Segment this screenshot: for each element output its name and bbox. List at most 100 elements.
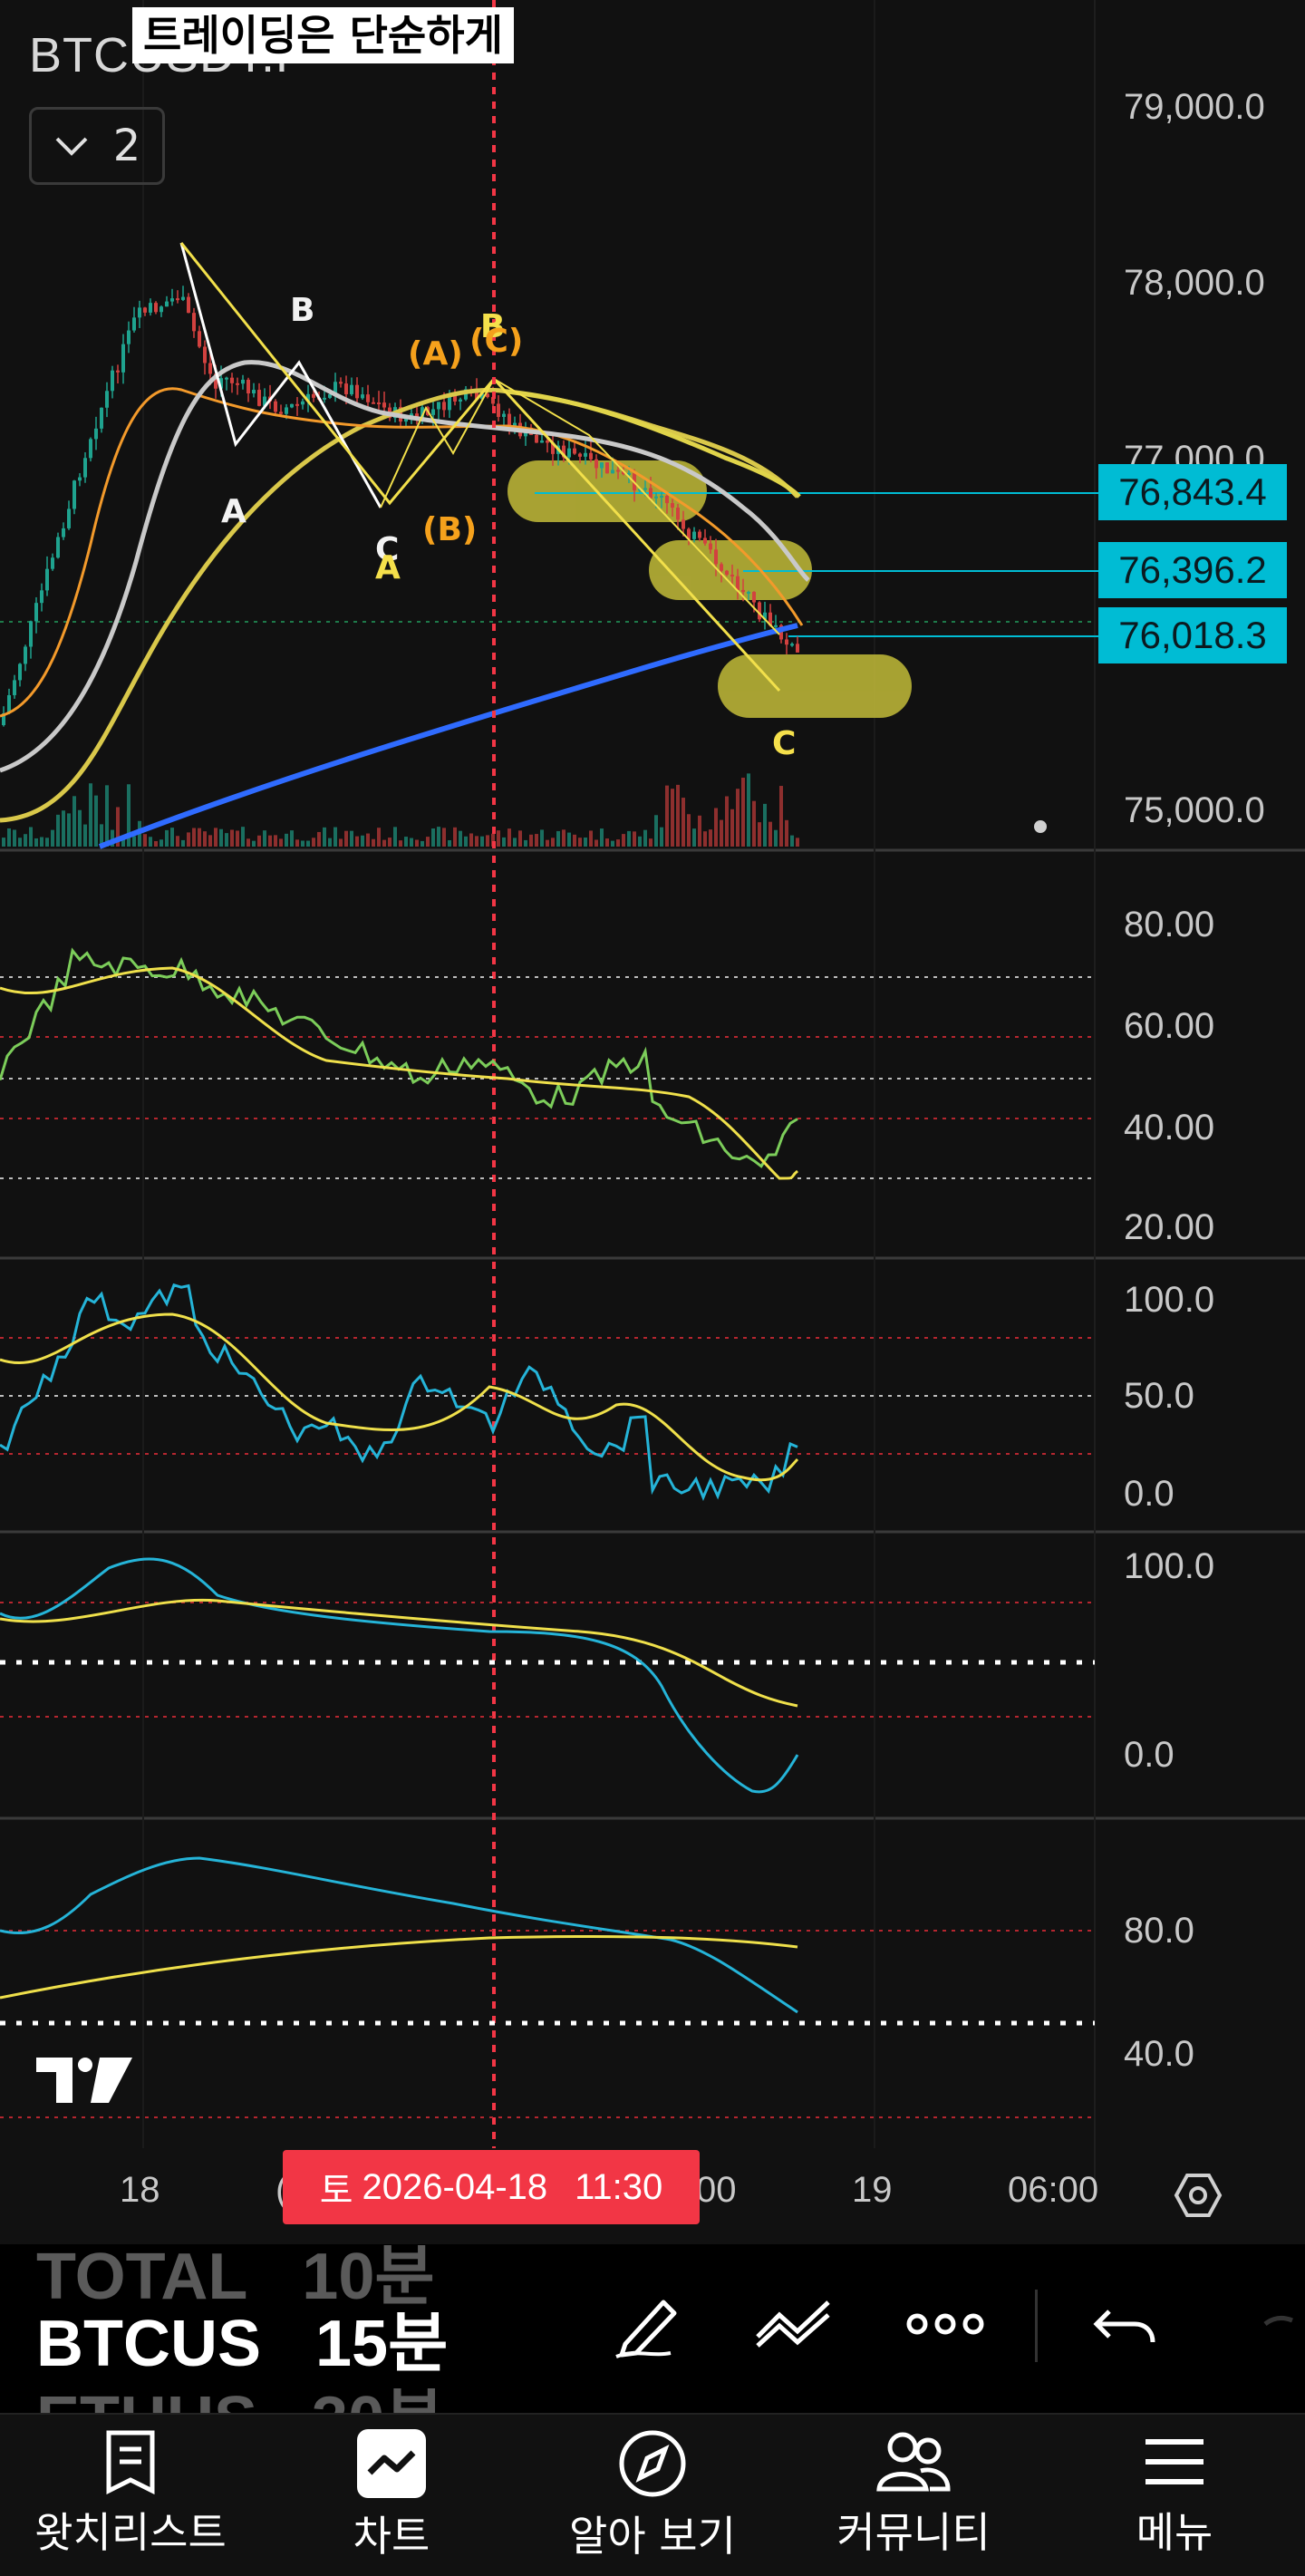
candle-body	[508, 413, 511, 429]
candle-body	[377, 402, 381, 405]
candle-body	[671, 503, 674, 508]
volume-bar	[404, 837, 408, 847]
price-tag[interactable]: 76,843.4	[1098, 464, 1287, 520]
redo-icon[interactable]	[1247, 2290, 1305, 2358]
volume-bar	[497, 830, 500, 847]
candle-body	[616, 470, 620, 472]
volume-bar	[181, 839, 185, 847]
volume-bar	[187, 832, 190, 847]
candle-body	[301, 401, 304, 405]
candle-body	[127, 330, 130, 344]
candle-body	[279, 412, 283, 414]
volume-bar	[790, 835, 794, 847]
rsi-tick: 80.00	[1124, 905, 1215, 944]
volume-bar	[573, 834, 576, 847]
volume-bar	[442, 828, 446, 847]
volume-bar	[654, 815, 658, 847]
candle-body	[274, 401, 277, 412]
indicators-toggle-button[interactable]: 2	[29, 107, 165, 185]
ma-blue	[98, 623, 798, 849]
stoch-tick: 0.0	[1124, 1474, 1174, 1514]
candle-body	[605, 462, 609, 474]
volume-bar	[132, 836, 136, 847]
candle-body	[2, 713, 5, 725]
volume-bar	[605, 838, 609, 847]
chart-canvas[interactable]	[0, 0, 1305, 2244]
wave-white	[179, 242, 382, 508]
candle-body	[758, 602, 761, 620]
volume-bar	[377, 828, 381, 847]
volume-bar	[703, 831, 707, 847]
volume-bar	[219, 828, 223, 847]
volume-bar	[420, 840, 424, 847]
candle-body	[116, 370, 120, 373]
candle-body	[94, 428, 98, 440]
symbol-option[interactable]: TOTAL 10분	[36, 2244, 435, 2313]
candle-body	[437, 402, 440, 410]
stoch-tick: 50.0	[1124, 1376, 1194, 1416]
volume-bar	[796, 838, 799, 847]
nav-community[interactable]: 커뮤니티	[796, 2429, 1031, 2560]
volume-bar	[415, 839, 419, 847]
cursor-day: 토	[319, 2171, 353, 2211]
volume-bar	[13, 829, 16, 847]
candle-body	[295, 403, 299, 406]
candle-body	[763, 612, 767, 620]
cursor-date: 2026-04-18	[362, 2166, 548, 2207]
price-tag[interactable]: 76,018.3	[1098, 607, 1287, 663]
crosshair-time-badge: 토 2026-04-18 11:30	[283, 2150, 700, 2224]
volume-bar	[524, 839, 527, 847]
symbol-option[interactable]: ETHUS30분	[36, 2366, 444, 2413]
nav-label: 알아 보기	[569, 2512, 736, 2561]
volume-bar	[779, 786, 783, 847]
compass-icon	[619, 2430, 686, 2497]
volume-bar	[89, 783, 92, 847]
volume-bar	[410, 838, 413, 847]
volume-bar	[486, 835, 489, 847]
nav-explore[interactable]: 알아 보기	[535, 2429, 770, 2563]
nav-watchlist[interactable]: 왓치리스트	[13, 2429, 248, 2560]
price-tag[interactable]: 76,396.2	[1098, 542, 1287, 598]
nav-menu[interactable]: 메뉴	[1057, 2429, 1292, 2560]
wave-label: C	[375, 531, 400, 568]
volume-bar	[121, 836, 125, 847]
volume-bar	[665, 785, 669, 847]
volume-bar	[475, 836, 478, 847]
chart-icon	[357, 2429, 426, 2498]
candle-body	[51, 557, 54, 569]
osc4-tick: 40.0	[1124, 2034, 1194, 2074]
volume-bar	[508, 828, 511, 847]
volume-bar	[241, 827, 245, 847]
candle-body	[676, 508, 680, 520]
pencil-icon[interactable]	[607, 2290, 689, 2358]
candle-body	[431, 409, 435, 415]
undo-icon[interactable]	[1084, 2290, 1165, 2358]
candle-body	[459, 399, 462, 402]
volume-bar	[236, 830, 239, 847]
nav-chart[interactable]: 차트	[274, 2429, 509, 2563]
volume-bar	[29, 827, 33, 847]
volume-bar	[83, 824, 87, 847]
candle-body	[573, 448, 576, 454]
volume-bar	[165, 829, 169, 847]
candle-body	[535, 434, 538, 443]
volume-bar	[301, 840, 304, 847]
candle-body	[736, 576, 740, 590]
volume-bar	[453, 827, 457, 847]
candle-body	[768, 612, 772, 626]
wave-label: B	[480, 308, 506, 345]
symbol-option-selected[interactable]: BTCUS 15분	[36, 2308, 449, 2380]
candle-body	[654, 496, 658, 499]
more-icon[interactable]	[904, 2290, 986, 2358]
nav-label: 메뉴	[1136, 2508, 1213, 2557]
volume-bar	[372, 838, 375, 847]
volume-bar	[382, 839, 386, 847]
volume-bar	[198, 828, 201, 847]
candle-body	[149, 303, 152, 313]
trend-line-icon[interactable]	[752, 2290, 834, 2358]
candle-body	[682, 519, 685, 529]
candle-body	[594, 459, 598, 469]
settings-icon[interactable]	[1173, 2170, 1223, 2221]
candle-body	[720, 564, 723, 571]
